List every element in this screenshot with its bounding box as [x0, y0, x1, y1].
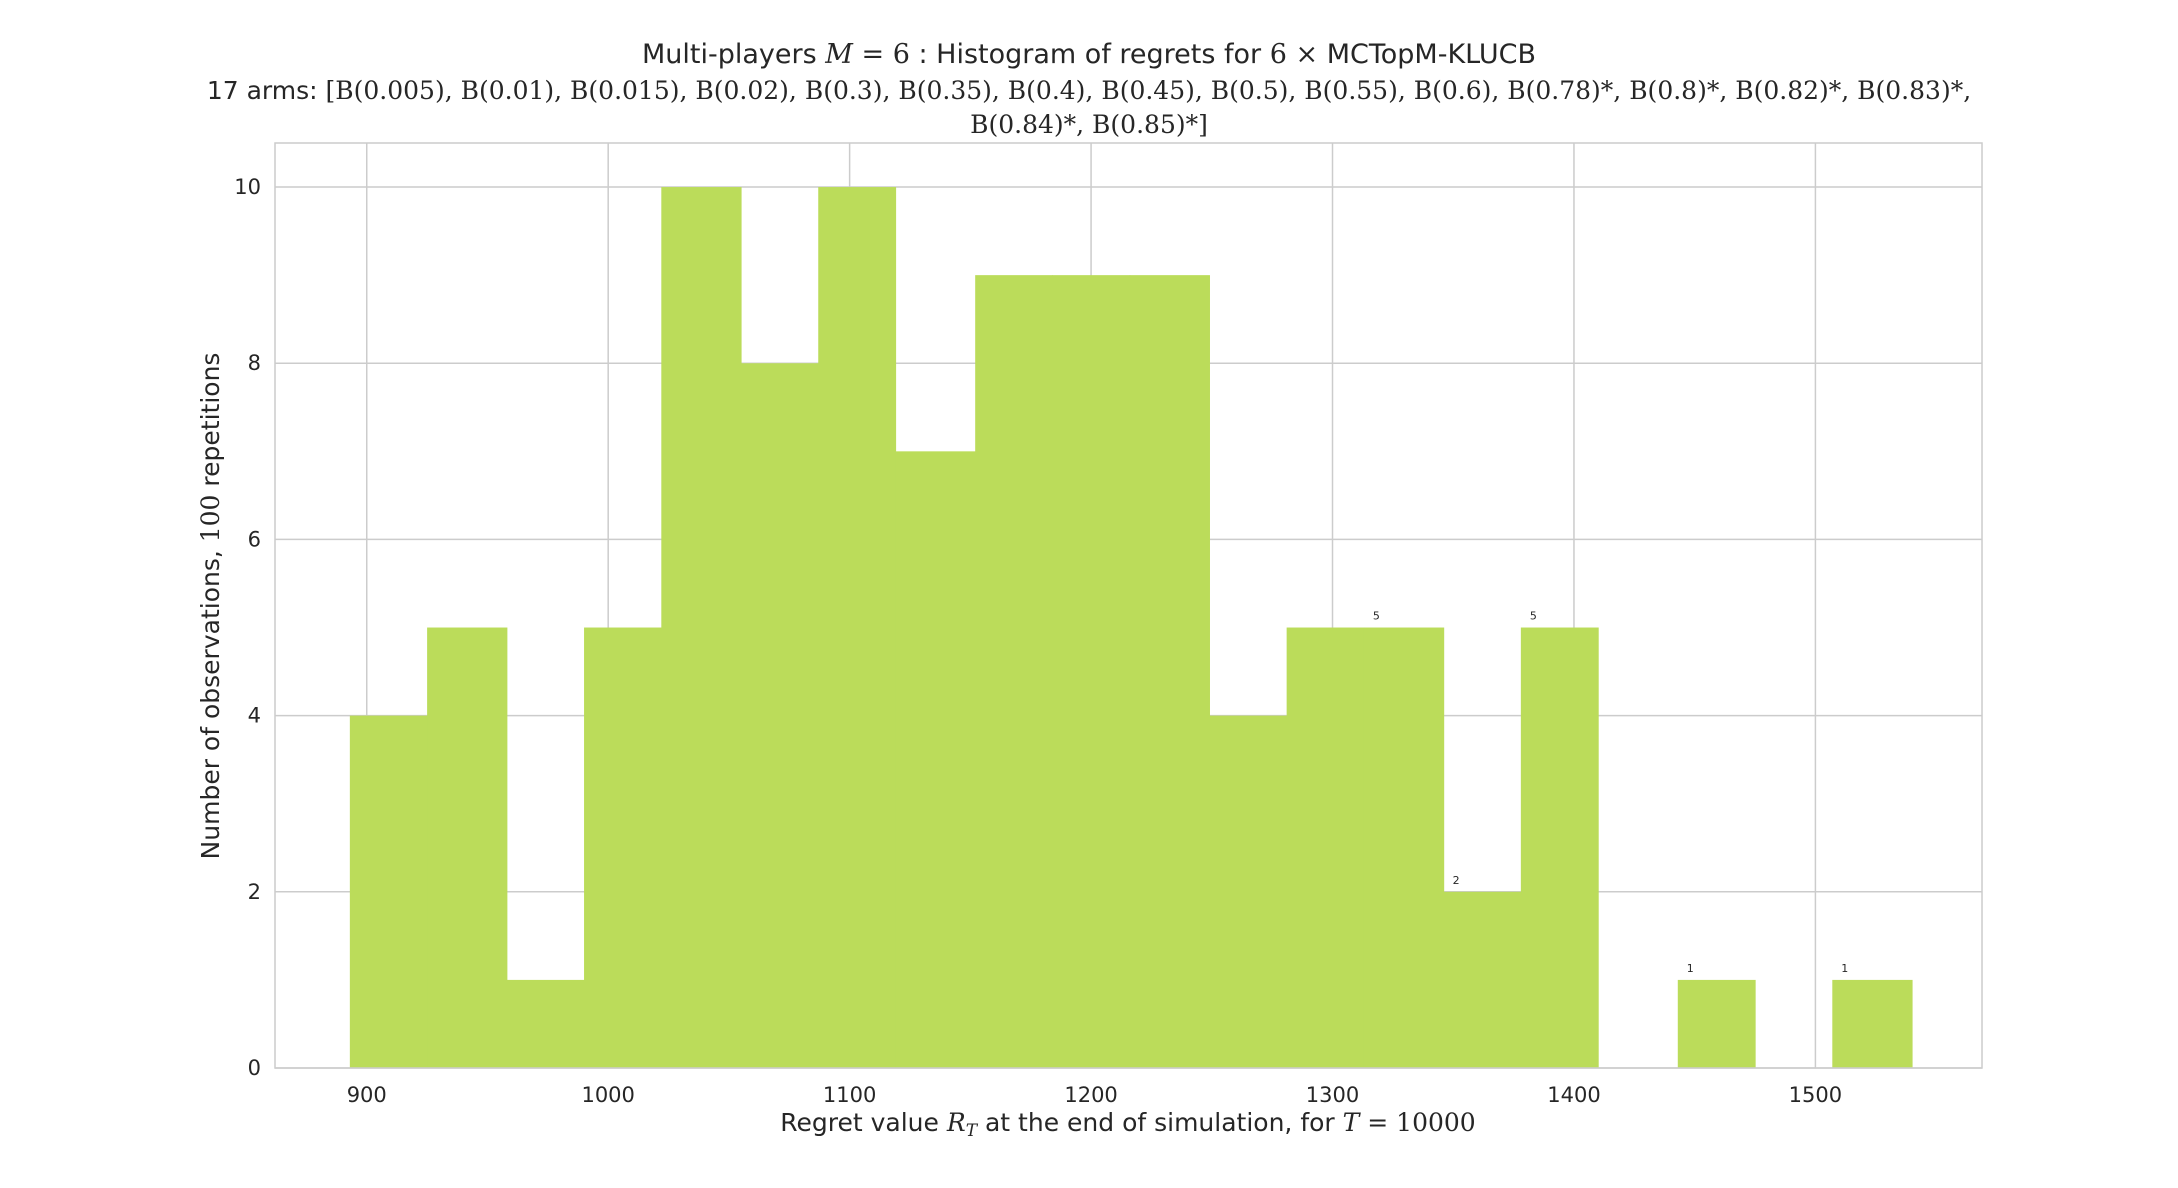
y-tick-label: 0 [248, 1056, 261, 1080]
xlabel-mid: at the end of simulation, for [977, 1108, 1343, 1137]
histogram-bar [584, 627, 662, 1068]
title-suffix: MCTopM-KLUCB [1318, 39, 1536, 70]
title-line2-math: [B(0.005), B(0.01), B(0.015), B(0.02), B… [326, 76, 1972, 105]
title-math-times: 6 × [1270, 39, 1318, 70]
histogram-bar [740, 363, 819, 1068]
x-tick-label: 1200 [1064, 1083, 1117, 1107]
bar-annotations: 5 2 5 1 1 [1373, 610, 1848, 975]
chart-title-line1: Multi-players M = 6 : Histogram of regre… [642, 39, 1536, 70]
y-tick-label: 10 [234, 175, 261, 199]
title-math-m: M [824, 39, 854, 70]
histogram-bar [661, 187, 742, 1069]
histogram-bar [1677, 979, 1756, 1068]
xlabel-math-r: R [946, 1108, 966, 1137]
histogram-bar [349, 715, 428, 1068]
y-tick-label: 8 [248, 351, 261, 375]
bar-annotation: 5 [1373, 610, 1380, 623]
xlabel-math-t: T [966, 1121, 979, 1141]
chart-title-line2: 17 arms: [B(0.005), B(0.01), B(0.015), B… [207, 76, 1971, 105]
title-prefix: Multi-players [642, 39, 825, 70]
bar-annotation: 1 [1687, 962, 1694, 975]
xlabel-math-eq: = 10000 [1359, 1108, 1475, 1137]
x-tick-label: 1500 [1789, 1083, 1842, 1107]
histogram-bar [975, 275, 1054, 1069]
title-math-eq: = 6 [853, 39, 910, 70]
x-tick-label: 1400 [1547, 1083, 1600, 1107]
x-axis-label: Regret value RT at the end of simulation… [780, 1108, 1475, 1141]
ylabel-math: 100 [196, 495, 225, 543]
histogram-bar [1286, 627, 1365, 1068]
xlabel-prefix: Regret value [780, 1108, 947, 1137]
histogram-bar [1052, 275, 1131, 1069]
histogram-bar [1363, 627, 1445, 1068]
y-axis-label: Number of observations, 100 repetitions [196, 353, 225, 860]
bar-annotation: 1 [1841, 962, 1848, 975]
chart-title-line3: B(0.84)*, B(0.85)*] [970, 110, 1208, 139]
y-tick-labels: 0 2 4 6 8 10 [234, 175, 261, 1080]
histogram-bar [895, 451, 976, 1068]
histogram-bar [1443, 891, 1522, 1068]
histogram-bars [349, 187, 1913, 1069]
xlabel-math-tt: T [1343, 1108, 1362, 1137]
x-tick-label: 1300 [1306, 1083, 1359, 1107]
histogram-bar [818, 187, 897, 1069]
y-tick-label: 4 [248, 704, 261, 728]
x-tick-label: 1000 [581, 1083, 634, 1107]
y-tick-label: 6 [248, 527, 261, 551]
histogram-bar [1209, 715, 1288, 1068]
plot-border [274, 142, 1983, 1069]
x-tick-label: 1100 [823, 1083, 876, 1107]
title-line2-prefix: 17 arms: [207, 76, 326, 105]
y-tick-label: 2 [248, 880, 261, 904]
histogram-bar [1832, 979, 1913, 1068]
histogram-bar [506, 979, 585, 1068]
ylabel-prefix: Number of observations, [196, 542, 225, 859]
histogram-bar [1129, 275, 1210, 1069]
histogram-bar [427, 627, 508, 1068]
bar-annotation: 2 [1453, 874, 1460, 887]
title-mid: : Histogram of regrets for [910, 39, 1270, 70]
bar-annotation: 5 [1530, 610, 1537, 623]
x-tick-label: 900 [347, 1083, 387, 1107]
ylabel-suffix: repetitions [196, 353, 225, 495]
histogram-bar [1520, 627, 1599, 1068]
x-tick-labels: 900 1000 1100 1200 1300 1400 1500 [347, 1083, 1842, 1107]
